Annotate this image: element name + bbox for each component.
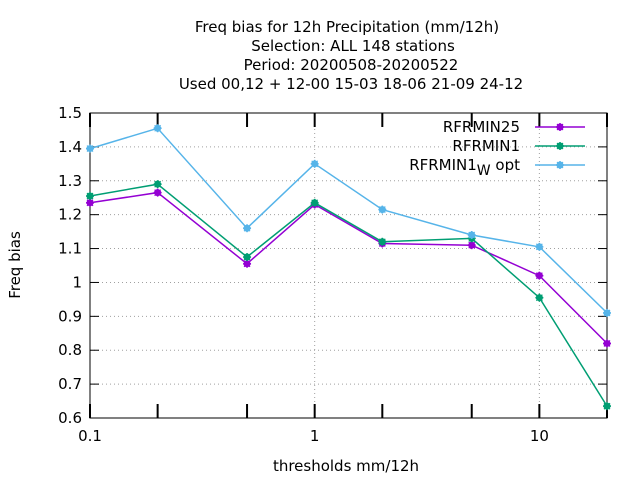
y-tick-label: 1.3: [58, 172, 82, 190]
legend-entry-3: RFRMIN1W opt: [409, 156, 585, 179]
series-line: [89, 183, 608, 407]
legend-marker: [556, 161, 564, 169]
series-line: [89, 127, 608, 314]
data-point: [535, 293, 544, 302]
series-line: [89, 191, 608, 344]
legend-entry-2: RFRMIN1: [452, 137, 585, 155]
y-tick-label: 0.8: [58, 341, 82, 359]
legend-marker: [556, 142, 564, 150]
data-point: [310, 159, 319, 168]
axes: 0.6 0.7 0.8 0.9 1 1.1 1.2 1.3 1.4 1.5 0.1 1 10: [58, 104, 608, 445]
data-point: [378, 205, 387, 214]
x-tick-label: 0.1: [78, 427, 102, 445]
series-1: [86, 188, 611, 348]
legend-label: RFRMIN1: [452, 137, 520, 155]
y-axis-label: Freq bias: [6, 231, 24, 299]
legend-label-main: RFRMIN1: [409, 156, 477, 174]
y-tick-label: 1.1: [58, 240, 82, 258]
series-2: [86, 180, 611, 411]
legend-entry-1: RFRMIN25: [443, 118, 585, 136]
legend-label: RFRMIN25: [443, 118, 520, 136]
series-layer: [86, 124, 611, 411]
title-line-2: Selection: ALL 148 stations: [251, 37, 455, 55]
legend-label-suffix: opt: [491, 156, 520, 174]
title-line-1: Freq bias for 12h Precipitation (mm/12h): [195, 18, 499, 36]
y-tick-label: 1: [72, 273, 82, 291]
x-tick-label: 1: [310, 427, 320, 445]
x-axis-label: thresholds mm/12h: [273, 457, 419, 475]
data-point: [86, 144, 94, 153]
data-point: [243, 224, 252, 233]
data-point: [153, 188, 162, 197]
y-tick-label: 1.4: [58, 138, 82, 156]
y-tick-label: 0.6: [58, 409, 82, 427]
data-point: [467, 241, 476, 250]
y-tick-label: 1.5: [58, 104, 82, 122]
plot-frame: [89, 112, 608, 419]
data-point: [535, 271, 544, 280]
legend-label-sub: W: [477, 163, 491, 179]
title-line-3: Period: 20200508-20200522: [244, 56, 459, 74]
legend-marker: [556, 123, 564, 131]
grid: [90, 113, 607, 418]
data-point: [310, 198, 319, 207]
data-point: [243, 253, 252, 262]
data-point: [243, 259, 252, 268]
y-tick-label: 0.7: [58, 375, 82, 393]
data-point: [153, 180, 162, 189]
data-point: [603, 402, 611, 411]
data-point: [535, 242, 544, 251]
data-point: [378, 237, 387, 246]
data-point: [603, 308, 611, 317]
y-tick-label: 0.9: [58, 307, 82, 325]
data-point: [86, 192, 94, 201]
legend-label: RFRMIN1W opt: [409, 156, 520, 179]
data-point: [153, 124, 162, 133]
x-tick-label: 10: [530, 427, 549, 445]
chart-title: Freq bias for 12h Precipitation (mm/12h)…: [179, 18, 523, 93]
data-point: [467, 231, 476, 239]
series-3: [86, 124, 611, 317]
title-line-4: Used 00,12 + 12-00 15-03 18-06 21-09 24-…: [179, 75, 523, 93]
data-point: [603, 339, 611, 348]
y-tick-label: 1.2: [58, 206, 82, 224]
